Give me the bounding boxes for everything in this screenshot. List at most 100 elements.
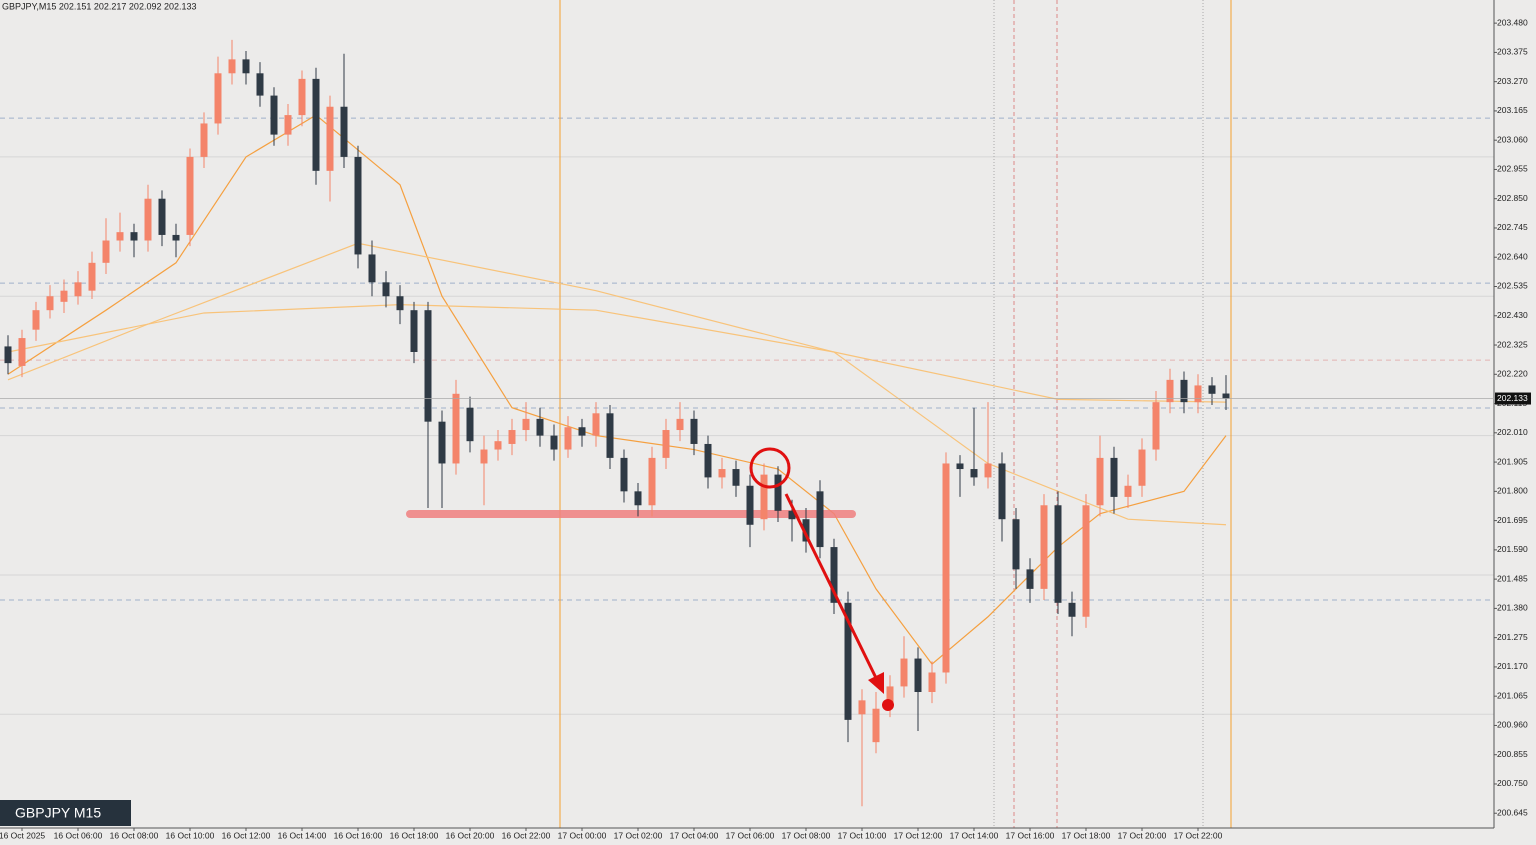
candle-body bbox=[760, 474, 768, 520]
x-tick-label: 16 Oct 14:00 bbox=[278, 830, 327, 840]
y-tick-label: 201.905 bbox=[1497, 456, 1528, 466]
candle-body bbox=[368, 254, 376, 283]
candle-body bbox=[774, 474, 782, 511]
y-tick-label: 202.955 bbox=[1497, 164, 1528, 174]
candle-body bbox=[984, 463, 992, 478]
candle-body bbox=[858, 700, 866, 715]
candle-body bbox=[1054, 505, 1062, 603]
candle-body bbox=[900, 658, 908, 687]
candle-body bbox=[872, 708, 880, 743]
candle-body bbox=[452, 393, 460, 464]
candle-body bbox=[74, 282, 82, 297]
y-tick-label: 200.960 bbox=[1497, 720, 1528, 730]
candle-body bbox=[970, 469, 978, 478]
x-tick-label: 16 Oct 10:00 bbox=[166, 830, 215, 840]
candle-body bbox=[942, 463, 950, 673]
candle-body bbox=[802, 519, 810, 542]
candle-body bbox=[648, 457, 656, 506]
candle-body bbox=[1180, 379, 1188, 403]
candle-body bbox=[1082, 505, 1090, 617]
x-tick-label: 16 Oct 2025 bbox=[0, 830, 45, 840]
y-tick-label: 202.010 bbox=[1497, 427, 1528, 437]
y-tick-label: 200.855 bbox=[1497, 749, 1528, 759]
price-tag-label: 202.133 bbox=[1497, 393, 1528, 403]
x-tick-label: 16 Oct 18:00 bbox=[390, 830, 439, 840]
x-tick-label: 17 Oct 18:00 bbox=[1062, 830, 1111, 840]
candle-body bbox=[214, 73, 222, 124]
candle-body bbox=[116, 232, 124, 241]
candle-body bbox=[1040, 505, 1048, 589]
x-tick-label: 17 Oct 10:00 bbox=[838, 830, 887, 840]
candle-body bbox=[788, 510, 796, 520]
candle-body bbox=[494, 441, 502, 450]
candle-body bbox=[634, 491, 642, 506]
candle-body bbox=[270, 95, 278, 135]
candle-body bbox=[508, 430, 516, 444]
arrow bbox=[784, 493, 880, 683]
candle-body bbox=[326, 106, 334, 171]
moving-average bbox=[7, 242, 1227, 526]
candle-body bbox=[620, 457, 628, 492]
candle-body bbox=[256, 73, 264, 96]
price-axis bbox=[1494, 0, 1536, 845]
candle-body bbox=[1222, 393, 1230, 399]
candle-body bbox=[592, 413, 600, 436]
candle-body bbox=[928, 672, 936, 692]
x-tick-label: 17 Oct 14:00 bbox=[950, 830, 999, 840]
symbol-box bbox=[0, 800, 131, 826]
entry-dot bbox=[882, 699, 894, 711]
y-tick-label: 201.590 bbox=[1497, 544, 1528, 554]
candle-body bbox=[550, 435, 558, 450]
y-tick-label: 201.485 bbox=[1497, 573, 1528, 583]
y-tick-label: 202.430 bbox=[1497, 310, 1528, 320]
candle-body bbox=[606, 413, 614, 458]
y-tick-label: 202.850 bbox=[1497, 193, 1528, 203]
candle-body bbox=[186, 156, 194, 235]
x-tick-label: 16 Oct 20:00 bbox=[446, 830, 495, 840]
x-tick-label: 17 Oct 16:00 bbox=[1006, 830, 1055, 840]
candle-body bbox=[914, 658, 922, 692]
candle-body bbox=[1208, 385, 1216, 394]
candle-body bbox=[956, 463, 964, 470]
x-tick-label: 17 Oct 20:00 bbox=[1118, 830, 1167, 840]
candle-body bbox=[1124, 485, 1132, 497]
y-tick-label: 201.380 bbox=[1497, 603, 1528, 613]
x-tick-label: 16 Oct 12:00 bbox=[222, 830, 271, 840]
candle-body bbox=[830, 547, 838, 603]
candle-body bbox=[1012, 519, 1020, 570]
candle-body bbox=[424, 310, 432, 422]
candle-body bbox=[1138, 449, 1146, 486]
candle-body bbox=[1152, 402, 1160, 450]
candles bbox=[4, 39, 1230, 807]
candle-body bbox=[298, 78, 306, 116]
y-tick-label: 203.375 bbox=[1497, 47, 1528, 57]
candle-body bbox=[172, 234, 180, 241]
x-tick-label: 17 Oct 08:00 bbox=[782, 830, 831, 840]
candle-body bbox=[480, 449, 488, 464]
candle-body bbox=[46, 296, 54, 311]
symbol-label: GBPJPY M15 bbox=[15, 805, 101, 821]
x-tick-label: 17 Oct 04:00 bbox=[670, 830, 719, 840]
y-tick-label: 201.800 bbox=[1497, 486, 1528, 496]
moving-average bbox=[7, 304, 1227, 403]
x-tick-label: 17 Oct 06:00 bbox=[726, 830, 775, 840]
candle-body bbox=[228, 59, 236, 74]
candle-body bbox=[522, 418, 530, 431]
candle-body bbox=[732, 469, 740, 486]
y-tick-label: 202.640 bbox=[1497, 251, 1528, 261]
candle-body bbox=[4, 346, 12, 364]
candle-body bbox=[32, 310, 40, 330]
x-tick-label: 16 Oct 06:00 bbox=[54, 830, 103, 840]
price-tag bbox=[1495, 392, 1531, 405]
candle-body bbox=[1068, 602, 1076, 617]
candle-body bbox=[718, 469, 726, 478]
candle-body bbox=[144, 198, 152, 241]
candle-body bbox=[662, 430, 670, 458]
candle-body bbox=[102, 240, 110, 263]
x-tick-label: 17 Oct 12:00 bbox=[894, 830, 943, 840]
candle-body bbox=[998, 463, 1006, 520]
candle-body bbox=[340, 106, 348, 157]
